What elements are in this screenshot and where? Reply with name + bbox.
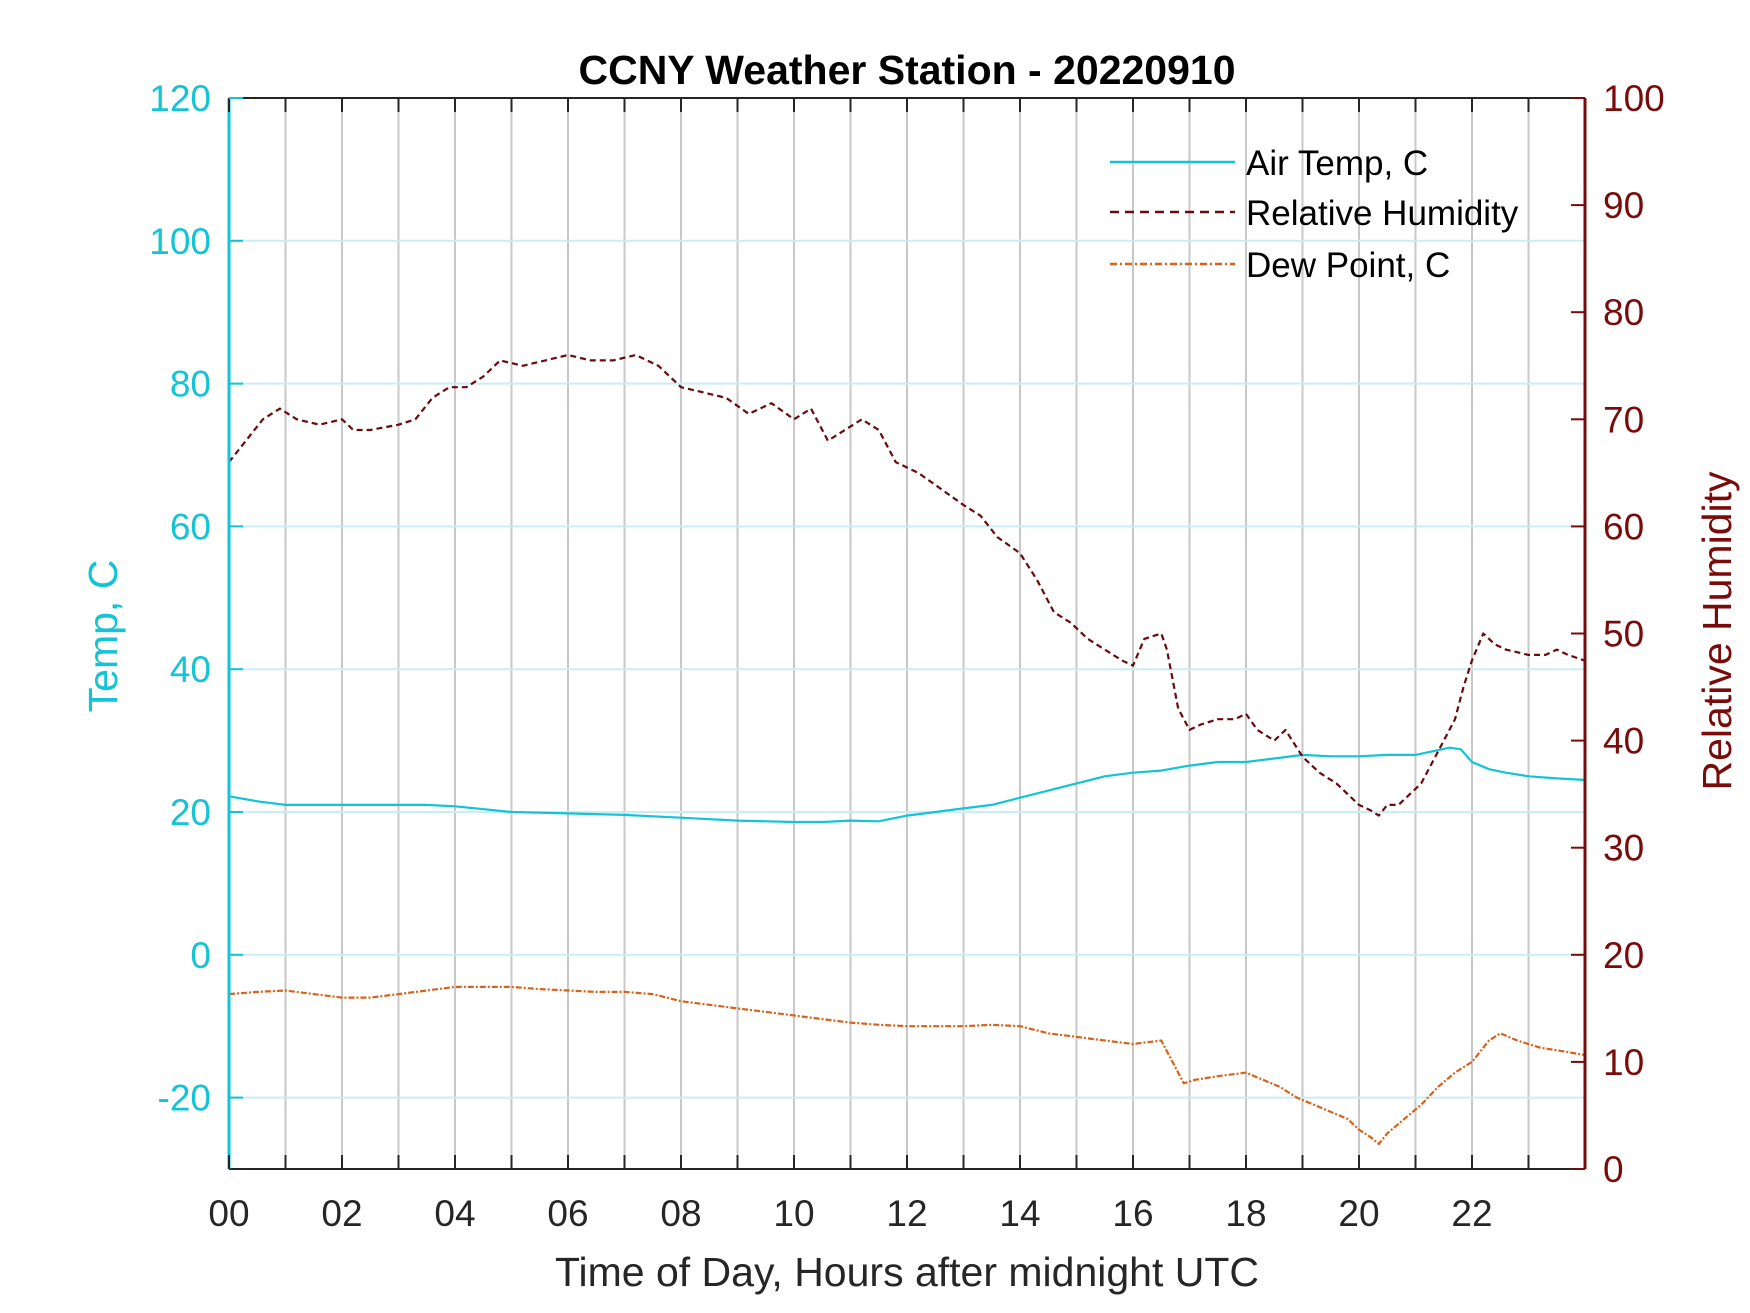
- x-tick-label: 04: [434, 1193, 475, 1234]
- grid: [229, 98, 1585, 1169]
- right-y-tick-label: 90: [1603, 185, 1644, 226]
- legend: Air Temp, C Relative Humidity Dew Point,…: [1110, 144, 1519, 285]
- x-tick-label: 14: [999, 1193, 1040, 1234]
- legend-label-dew-point: Dew Point, C: [1246, 246, 1450, 285]
- right-y-tick-label: 60: [1603, 506, 1644, 547]
- left-y-tick-label: 20: [170, 792, 211, 833]
- x-tick-label: 08: [660, 1193, 701, 1234]
- left-y-tick-label: 100: [149, 221, 211, 262]
- x-tick-label: 16: [1112, 1193, 1153, 1234]
- right-y-tick-label: 80: [1603, 292, 1644, 333]
- left-y-tick-label: 0: [190, 935, 211, 976]
- right-y-tick-label: 30: [1603, 828, 1644, 869]
- left-y-tick-label: 80: [170, 364, 211, 405]
- right-y-tick-label: 20: [1603, 935, 1644, 976]
- x-tick-label: 02: [321, 1193, 362, 1234]
- plot-series: [228, 353, 1585, 1146]
- legend-label-relative-humidity: Relative Humidity: [1246, 194, 1519, 233]
- x-tick-label: 22: [1451, 1193, 1492, 1234]
- left-y-tick-label: 40: [170, 649, 211, 690]
- tick-labels: 00 02 04 06 08 10 12 14 16 18 20 22-200204060801001…: [149, 78, 1664, 1234]
- legend-label-air-temp: Air Temp, C: [1246, 144, 1428, 183]
- chart-title: CCNY Weather Station - 20220910: [578, 47, 1235, 93]
- right-y-tick-label: 100: [1603, 78, 1665, 119]
- left-y-tick-label: 120: [149, 78, 211, 119]
- left-y-axis-label: Temp, C: [80, 560, 126, 713]
- right-y-axis-label: Relative Humidity: [1694, 471, 1740, 790]
- x-tick-label: 00: [208, 1193, 249, 1234]
- right-y-tick-label: 70: [1603, 399, 1644, 440]
- axes: [227, 97, 1587, 1170]
- right-y-tick-label: 0: [1603, 1149, 1624, 1190]
- right-y-tick-label: 50: [1603, 614, 1644, 655]
- left-y-tick-label: -20: [158, 1078, 211, 1119]
- x-axis-label: Time of Day, Hours after midnight UTC: [555, 1249, 1259, 1295]
- x-tick-label: 18: [1225, 1193, 1266, 1234]
- left-y-tick-label: 60: [170, 506, 211, 547]
- series-dew-point: [228, 985, 1585, 1146]
- right-y-tick-label: 10: [1603, 1042, 1644, 1083]
- x-tick-label: 10: [773, 1193, 814, 1234]
- series-relative-humidity: [228, 353, 1585, 817]
- x-tick-label: 12: [886, 1193, 927, 1234]
- series-air-temp: [228, 746, 1584, 824]
- right-y-tick-label: 40: [1603, 721, 1644, 762]
- x-tick-label: 06: [547, 1193, 588, 1234]
- x-tick-label: 20: [1338, 1193, 1379, 1234]
